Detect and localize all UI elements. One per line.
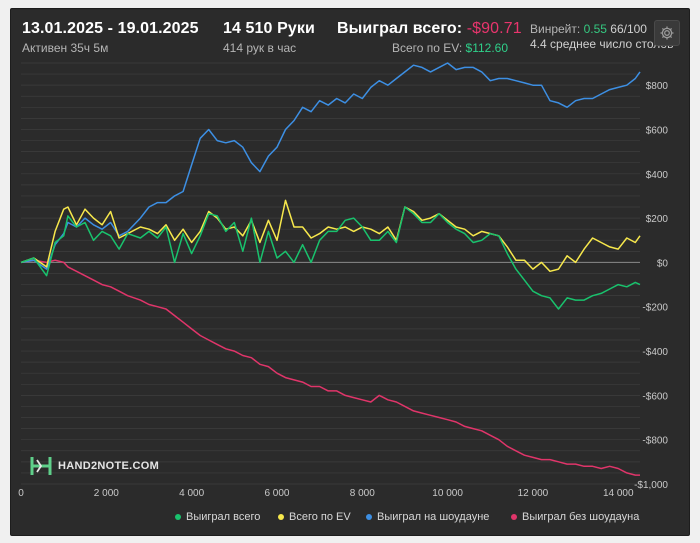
won-total-label: Выиграл всего: [337,20,463,37]
ev-label: Всего по EV: [392,41,463,55]
legend-label: Выиграл без шоудауна [522,511,640,523]
x-tick-label: 6 000 [264,488,289,499]
watermark-text: HAND2NOTE.COM [58,460,160,472]
winrate-label: Винрейт: [530,22,581,36]
legend-label: Всего по EV [289,511,351,523]
x-tick-label: 4 000 [179,488,204,499]
legend-label: Выиграл всего [186,511,261,523]
ev-total: Всего по EV: $112.60 [392,41,508,55]
x-tick-label: 12 000 [518,488,549,499]
legend-dot-icon [511,514,517,520]
settings-button[interactable] [654,20,680,46]
x-tick-label: 2 000 [94,488,119,499]
avg-tables-clip: 4.4 среднее число столов [530,37,678,51]
avg-tables: 4.4 среднее число столов [530,37,674,51]
hands-count: 14 510 Руки [223,20,315,37]
active-time: Активен 35ч 5м [22,41,109,55]
legend-item-ev[interactable]: Всего по EV [278,511,351,523]
y-tick-label: -$400 [642,347,668,358]
hands-per-hour: 414 рук в час [223,41,297,55]
x-tick-label: 10 000 [432,488,463,499]
x-axis-ticks: 0 2 000 4 000 6 000 8 000 10 000 12 000 14 000 [18,488,634,499]
date-range[interactable]: 13.01.2025 - 19.01.2025 [22,20,199,37]
y-tick-label: $800 [646,81,669,92]
y-tick-label: $400 [646,170,669,181]
y-tick-label: -$800 [642,436,668,447]
hand2note-logo-icon [30,457,52,475]
x-tick-label: 8 000 [350,488,375,499]
gear-icon [660,26,674,40]
series-line-nonshowdown [20,259,640,476]
winrate-value: 0.55 [583,22,607,36]
legend-dot-icon [175,514,181,520]
won-total: Выиграл всего: -$90.71 [337,20,522,38]
x-tick-label: 0 [18,488,24,499]
winrate-hands: 66/100 [610,22,647,36]
y-tick-label: $600 [646,125,669,136]
x-tick-label: 14 000 [603,488,634,499]
grid [21,62,640,485]
legend-label: Выиграл на шоудауне [377,511,490,523]
series-line-ev [20,199,641,273]
won-total-value: -$90.71 [466,20,522,37]
series-line-won [20,206,641,310]
legend-dot-icon [278,514,284,520]
y-tick-label: -$1,000 [634,480,668,491]
ev-value: $112.60 [465,41,509,55]
y-tick-label: -$200 [642,303,668,314]
y-tick-label: $0 [657,258,669,269]
y-tick-label: $200 [646,214,669,225]
legend-dot-icon [366,514,372,520]
y-tick-label: -$600 [642,391,668,402]
hand2note-watermark: HAND2NOTE.COM [30,456,159,476]
legend-item-showdown[interactable]: Выиграл на шоудауне [366,511,489,523]
legend-item-nonshowdown[interactable]: Выиграл без шоудауна [511,511,639,523]
series-line-showdown [20,62,641,270]
winrate: Винрейт: 0.55 66/100 [530,22,647,36]
y-axis-ticks: $800 $600 $400 $200 $0 -$200 -$400 -$600 -$800 -$… [634,81,668,491]
legend-item-won[interactable]: Выиграл всего [175,511,260,523]
series-lines [20,62,641,476]
